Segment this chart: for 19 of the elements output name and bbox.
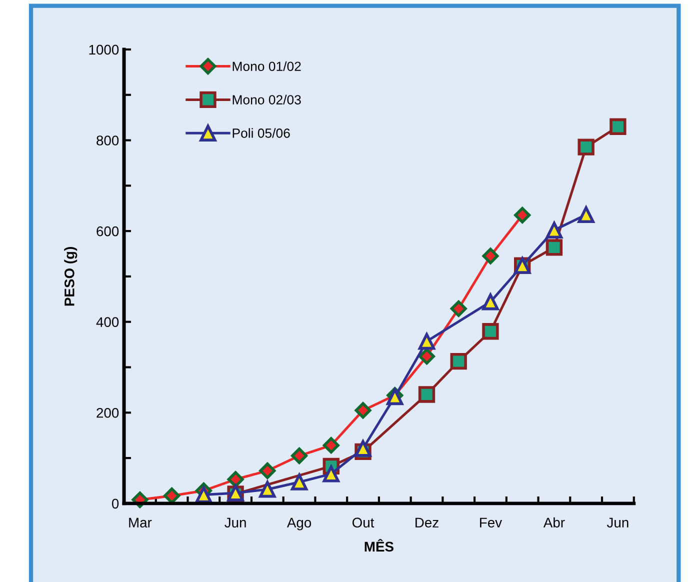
y-axis-title: PESO (g) [64,247,78,306]
y-tick-label: 800 [96,136,119,146]
x-tick-label: Jun [224,518,246,528]
x-tick-label: Mar [129,518,152,528]
y-tick-label: 0 [112,498,119,509]
legend-label: Mono 01/02 [232,61,301,72]
x-tick-label: Jun [606,518,628,528]
x-tick-label: Out [352,518,374,528]
legend-label: Mono 02/03 [232,94,301,104]
x-tick-label: Dez [416,518,438,528]
y-tick-label: 400 [96,317,119,328]
y-tick-label: 200 [96,408,119,418]
legend-label: Poli 05/06 [232,128,290,138]
y-tick-label: 1000 [89,44,119,55]
x-tick-label: Abr [543,517,565,528]
y-tick-label: 600 [96,226,119,236]
x-tick-label: Fev [480,518,502,528]
x-axis-title: MÊS [364,539,394,552]
x-tick-label: Ago [286,518,312,530]
